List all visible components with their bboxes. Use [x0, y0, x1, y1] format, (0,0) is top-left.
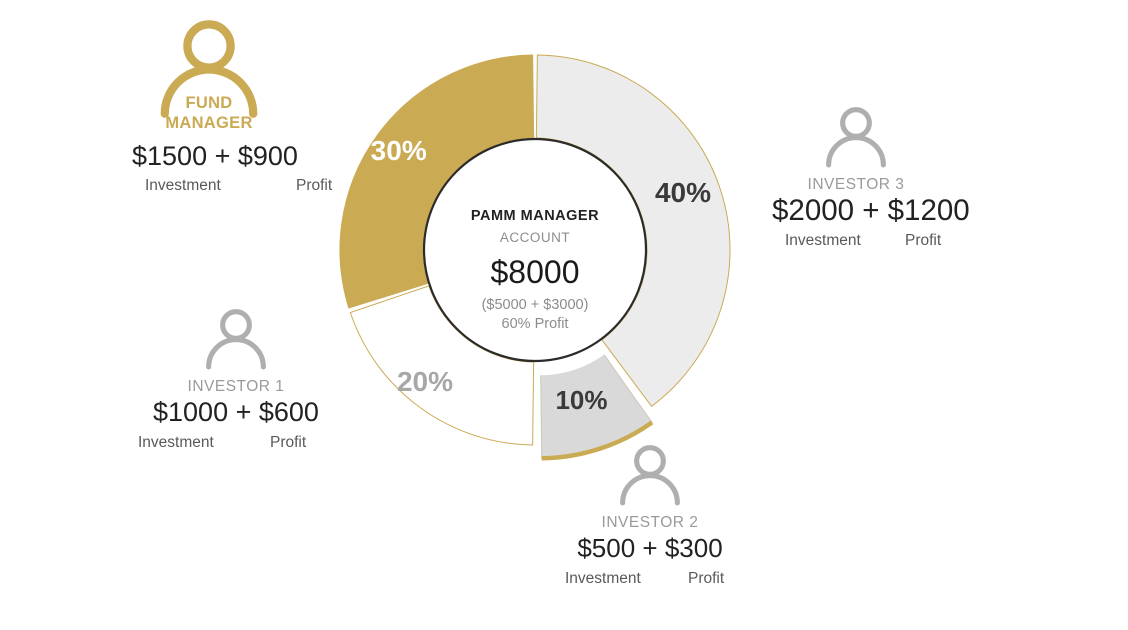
svg-text:MANAGER: MANAGER [165, 114, 252, 132]
svg-text:40%: 40% [655, 177, 711, 208]
svg-text:Investment: Investment [138, 434, 215, 451]
svg-text:ACCOUNT: ACCOUNT [500, 230, 570, 245]
svg-text:$2000 + $1200: $2000 + $1200 [772, 194, 970, 227]
svg-text:$500 + $300: $500 + $300 [577, 533, 722, 563]
svg-text:Investment: Investment [145, 177, 222, 194]
svg-text:30%: 30% [371, 135, 427, 166]
svg-text:FUND: FUND [185, 94, 232, 112]
svg-text:$1000 + $600: $1000 + $600 [153, 397, 319, 427]
svg-text:10%: 10% [555, 385, 607, 415]
svg-text:Investment: Investment [785, 232, 862, 249]
svg-text:Profit: Profit [270, 434, 307, 451]
svg-text:Profit: Profit [296, 177, 333, 194]
svg-text:$1500 + $900: $1500 + $900 [132, 141, 298, 171]
svg-text:Investment: Investment [565, 570, 642, 587]
svg-text:($5000 + $3000): ($5000 + $3000) [482, 297, 589, 313]
svg-text:PAMM MANAGER: PAMM MANAGER [471, 208, 599, 224]
svg-text:INVESTOR 2: INVESTOR 2 [602, 514, 699, 531]
svg-text:Profit: Profit [905, 232, 942, 249]
svg-text:20%: 20% [397, 366, 453, 397]
svg-text:Profit: Profit [688, 570, 725, 587]
svg-text:60% Profit: 60% Profit [502, 316, 569, 332]
svg-text:INVESTOR 3: INVESTOR 3 [808, 176, 905, 193]
svg-text:$8000: $8000 [491, 254, 580, 290]
svg-text:INVESTOR 1: INVESTOR 1 [188, 378, 285, 395]
